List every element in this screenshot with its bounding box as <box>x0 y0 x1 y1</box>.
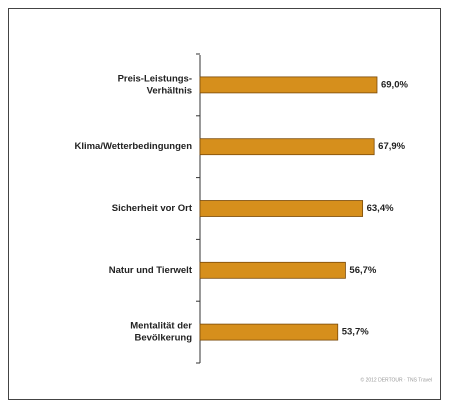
bar <box>199 200 364 217</box>
value-label: 63,4% <box>367 203 394 214</box>
value-label: 69,0% <box>381 79 408 90</box>
value-label: 53,7% <box>342 327 369 338</box>
category-label: Bevölkerung <box>134 333 192 344</box>
category-label: Natur und Tierwelt <box>109 265 193 276</box>
category-label: Sicherheit vor Ort <box>112 203 193 214</box>
value-label: 56,7% <box>349 265 376 276</box>
frame <box>8 8 441 400</box>
category-label: Klima/Wetterbedingungen <box>74 141 192 152</box>
source: © 2012 DERTOUR · TNS Travel <box>361 376 432 383</box>
bar <box>199 323 339 341</box>
category-label: Preis-Leistungs- <box>118 73 192 84</box>
bar <box>199 261 346 279</box>
value-label: 67,9% <box>378 141 405 152</box>
bar <box>199 138 375 156</box>
category-label: Mentalität der <box>130 321 192 332</box>
bar <box>199 76 378 94</box>
category-label: Verhältnis <box>147 85 192 96</box>
